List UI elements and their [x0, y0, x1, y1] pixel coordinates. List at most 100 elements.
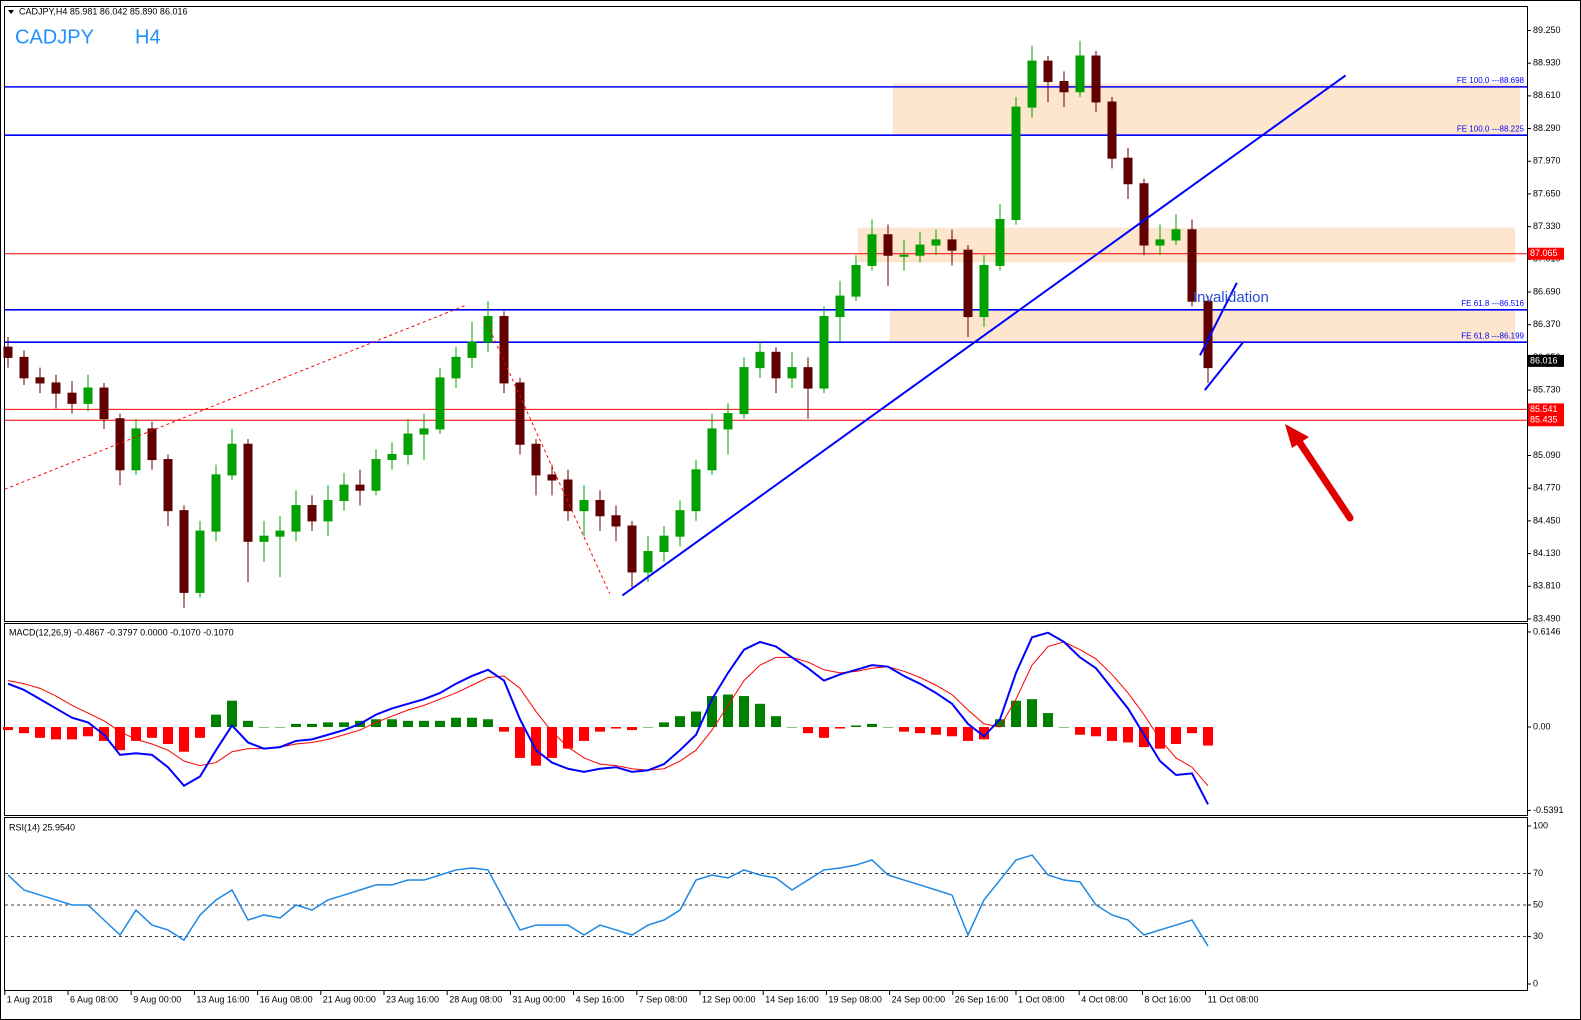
- y-tick-label: 87.970: [1533, 156, 1561, 166]
- macd-histogram-bar: [883, 727, 893, 728]
- bid-box: [1528, 354, 1564, 367]
- macd-histogram-bar: [67, 727, 77, 740]
- candle-body: [755, 351, 765, 369]
- macd-histogram-bar: [179, 727, 189, 752]
- y-tick-label: 86.370: [1533, 319, 1561, 329]
- values-line: [7, 854, 1209, 947]
- x-tick-label: 24 Sep 00:00: [892, 994, 946, 1004]
- macd-histogram-bar: [83, 727, 93, 737]
- candle-body: [275, 530, 285, 537]
- macd-histogram-bar: [291, 723, 301, 728]
- macd-histogram-bar: [147, 727, 157, 738]
- candle-body: [963, 249, 973, 318]
- macd-histogram-bar: [307, 723, 317, 728]
- x-tick-label: 8 Oct 16:00: [1144, 994, 1191, 1004]
- candle-body: [1187, 229, 1197, 302]
- candle-body: [419, 428, 429, 435]
- macd-histogram-bar: [755, 703, 765, 728]
- macd-histogram-bar: [579, 727, 589, 741]
- candle-body: [179, 510, 189, 593]
- macd-histogram-bar: [643, 727, 653, 728]
- x-tick-label: 1 Oct 08:00: [1018, 994, 1065, 1004]
- macd-histogram-bar: [931, 727, 941, 735]
- macd-histogram-bar: [1011, 700, 1021, 728]
- candle-body: [883, 234, 893, 256]
- macd-histogram-bar: [675, 716, 685, 728]
- candle-body: [371, 459, 381, 491]
- macd-histogram-bar: [1171, 727, 1181, 745]
- price-box: [1528, 414, 1564, 427]
- macd-histogram-bar: [739, 696, 749, 728]
- candle-body: [467, 341, 477, 358]
- candle-body: [531, 443, 541, 476]
- macd-histogram-bar: [259, 727, 269, 728]
- price-box-label: 87.065: [1530, 248, 1558, 258]
- macd-histogram-bar: [195, 727, 205, 738]
- trendline: [1199, 282, 1238, 356]
- x-tick-label: 4 Oct 08:00: [1081, 994, 1128, 1004]
- macd-histogram-bar: [691, 711, 701, 728]
- symbol-title: CADJPY: [15, 26, 94, 48]
- price-box: [1528, 403, 1564, 416]
- macd-histogram-bar: [163, 727, 173, 745]
- candle-body: [499, 316, 509, 384]
- candle-body: [291, 505, 301, 532]
- candle-body: [675, 510, 685, 537]
- chart-header: CADJPY,H4 85.981 86.042 85.890 86.016: [19, 6, 187, 16]
- timeframe-title: H4: [135, 26, 161, 48]
- x-tick-label: 13 Aug 16:00: [196, 994, 249, 1004]
- candle-body: [563, 479, 573, 512]
- candle-body: [1155, 239, 1165, 246]
- candle-body: [995, 218, 1005, 266]
- price-box-label: 85.435: [1530, 415, 1558, 425]
- macd-histogram-bar: [403, 720, 413, 728]
- y-tick-label: 70: [1533, 868, 1543, 878]
- macd-histogram-bar: [1059, 727, 1069, 728]
- candle-body: [259, 535, 269, 542]
- arrow-shaft: [1294, 436, 1354, 522]
- candle-body: [131, 428, 141, 471]
- candle-body: [611, 515, 621, 527]
- macd-histogram-bar: [963, 727, 973, 741]
- candle-body: [787, 367, 797, 379]
- macd-histogram-bar: [595, 727, 605, 732]
- candle-body: [227, 443, 237, 476]
- candle-body: [1139, 183, 1149, 246]
- candle-body: [579, 499, 589, 512]
- candle-body: [947, 239, 957, 251]
- candle-body: [163, 459, 173, 512]
- y-tick-label: 84.130: [1533, 548, 1561, 558]
- macd-histogram-bar: [611, 727, 621, 729]
- level-label: FE 61.8 ---86.199: [1461, 331, 1524, 340]
- macd-histogram-bar: [627, 727, 637, 731]
- trendline: [1204, 341, 1244, 391]
- zone: [889, 310, 1516, 344]
- y-tick-label: 89.250: [1533, 25, 1561, 35]
- candle-body: [1203, 300, 1213, 369]
- price-box: [1528, 247, 1564, 260]
- candle-body: [83, 387, 93, 404]
- y-tick-label: -0.5391: [1533, 805, 1564, 815]
- macd-histogram-bar: [851, 725, 861, 728]
- bid-label: 86.016: [1530, 355, 1558, 365]
- candle-body: [899, 254, 909, 257]
- candle-body: [707, 428, 717, 471]
- candle-body: [99, 387, 109, 420]
- macd-histogram-bar: [115, 727, 125, 751]
- candle-body: [723, 413, 733, 430]
- level-label: FE 61.8 ---86.516: [1461, 299, 1524, 308]
- candle-body: [243, 443, 253, 542]
- candle-body: [739, 367, 749, 415]
- candle-body: [547, 474, 557, 481]
- macd-histogram-bar: [435, 720, 445, 728]
- candle-body: [595, 499, 605, 517]
- x-tick-label: 19 Sep 08:00: [828, 994, 882, 1004]
- macd-histogram-bar: [531, 727, 541, 766]
- macd-histogram-bar: [1187, 727, 1197, 734]
- y-tick-label: 100: [1533, 820, 1548, 830]
- candle-body: [483, 316, 493, 343]
- macd-histogram-bar: [867, 723, 877, 728]
- macd-histogram-bar: [835, 727, 845, 729]
